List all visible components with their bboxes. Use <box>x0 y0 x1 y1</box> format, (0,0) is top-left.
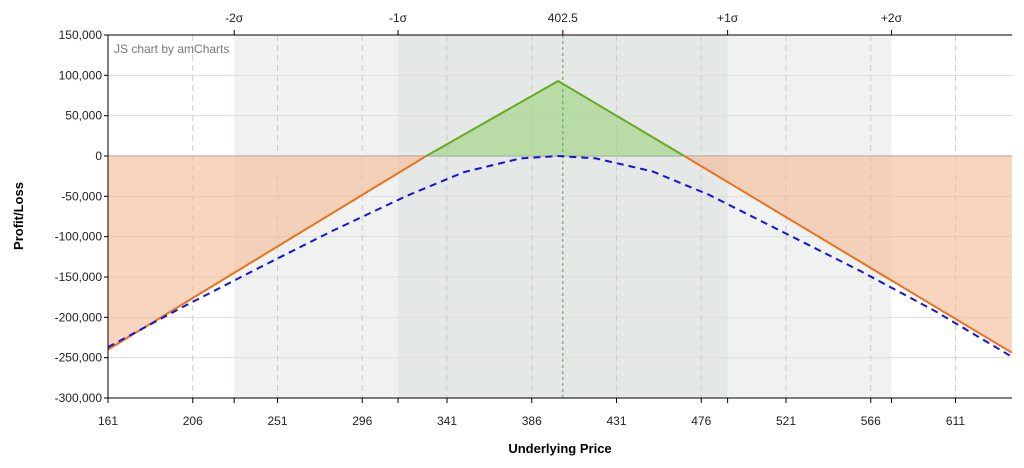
payoff-line-loss-right <box>683 155 1012 354</box>
y-tick-label: 150,000 <box>59 28 103 42</box>
x-tick-label: 476 <box>691 414 711 428</box>
y-tick-label: -300,000 <box>55 391 103 405</box>
x-tick-label: 611 <box>946 414 965 428</box>
y-tick-label: -50,000 <box>61 189 102 203</box>
top-marker-label: 402.5 <box>548 11 578 25</box>
series-lines <box>108 79 1012 358</box>
x-tick-label: 431 <box>606 414 626 428</box>
top-marker-label: -2σ <box>225 11 244 25</box>
x-tick-label: 161 <box>98 414 118 428</box>
x-tick-label: 566 <box>861 414 881 428</box>
x-tick-label: 206 <box>183 414 203 428</box>
top-marker-label: -1σ <box>389 11 408 25</box>
profit-area <box>426 80 685 156</box>
y-tick-label: -250,000 <box>55 351 103 365</box>
x-tick-label: 521 <box>776 414 796 428</box>
axes <box>107 34 1012 399</box>
payoff-line-profit <box>425 79 685 157</box>
y-tick-labels: 150,000 100,000 50,000 0 -50,000 -100,000 -150… <box>55 28 108 405</box>
y-tick-label: 100,000 <box>59 68 103 82</box>
x-tick-labels: 161 206 251 296 341 386 431 476 521 566 611 <box>98 398 965 428</box>
y-axis-title: Profit/Loss <box>11 182 26 250</box>
x-axis-title: Underlying Price <box>508 441 611 456</box>
y-tick-label: -150,000 <box>55 270 103 284</box>
chart-credit[interactable]: JS chart by amCharts <box>114 42 229 56</box>
x-tick-label: 341 <box>437 414 457 428</box>
payoff-line-loss-left <box>108 155 427 351</box>
y-tick-label: 0 <box>95 149 102 163</box>
theoretical-curve <box>108 154 1012 358</box>
y-tick-label: 50,000 <box>65 109 102 123</box>
top-marker-label: +1σ <box>717 11 739 25</box>
top-marker-label: +2σ <box>881 11 903 25</box>
y-tick-label: -200,000 <box>55 310 103 324</box>
x-tick-label: 251 <box>267 414 287 428</box>
x-tick-label: 386 <box>522 414 542 428</box>
x-tick-label: 296 <box>352 414 372 428</box>
y-tick-label: -100,000 <box>55 230 103 244</box>
top-markers: -2σ -1σ 402.5 +1σ +2σ <box>225 11 903 35</box>
